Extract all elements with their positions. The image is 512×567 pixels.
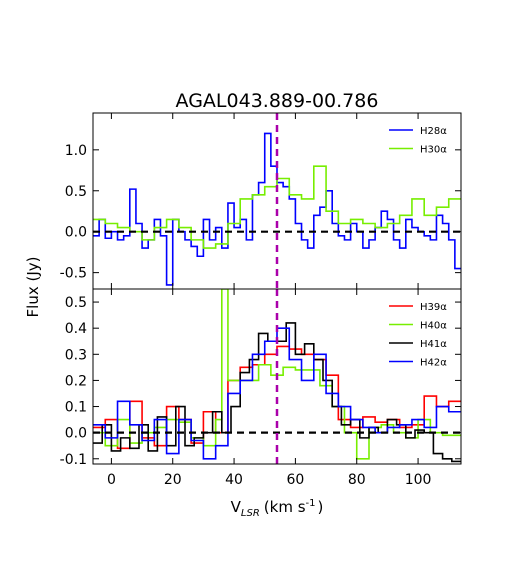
chart-title: AGAL043.889-00.786	[176, 90, 379, 112]
y-tick-label: 0.3	[65, 347, 87, 363]
y-tick-label: -0.5	[60, 266, 87, 282]
x-tick-label: 40	[225, 472, 243, 488]
x-tick-label: 80	[348, 472, 366, 488]
legend-entry: H28α	[420, 126, 447, 137]
legend-entry: H30α	[420, 145, 447, 156]
y-tick-label: 0.2	[65, 373, 87, 389]
series-group	[93, 289, 461, 463]
y-tick-label: 0.5	[65, 295, 87, 311]
y-tick-label: 0.1	[65, 400, 87, 416]
x-label-v: V	[231, 498, 242, 516]
y-tick-label: 0.5	[65, 184, 87, 200]
y-axis-label: Flux (Jy)	[24, 257, 42, 318]
x-axis-label: VLSR (km s-1)	[231, 498, 324, 519]
y-tick-label: 1.0	[65, 143, 87, 159]
x-label-superscript: -1	[306, 498, 316, 509]
x-label-close: )	[318, 498, 324, 516]
legend-entry: H42α	[420, 358, 447, 369]
y-tick-label: -0.1	[60, 452, 87, 468]
series-line-h42	[93, 327, 461, 460]
plot-frame	[92, 288, 462, 465]
series-line-h30	[93, 165, 461, 249]
legend-entry: H40α	[420, 321, 447, 332]
x-label-subscript: LSR	[241, 508, 260, 519]
x-tick-label: 60	[286, 472, 304, 488]
legend-entry: H41α	[420, 339, 447, 350]
x-tick-label: 20	[164, 472, 182, 488]
legend-entry: H39α	[420, 302, 447, 313]
bottom-panel: -0.1 0.0 0.1 0.2 0.3 0.4 0.5 0 20 40 60 80 100 H39α H4…	[60, 288, 462, 488]
legend: H28α H30α	[389, 126, 447, 156]
y-tick-label: 0.0	[65, 225, 87, 241]
x-label-unit: (km s	[264, 498, 306, 516]
y-tick-label: 0.0	[65, 426, 87, 442]
y-tick-label: 0.4	[65, 321, 87, 337]
x-tick-label: 100	[405, 472, 432, 488]
legend: H39α H40α H41α H42α	[389, 302, 447, 369]
x-tick-label: 0	[107, 472, 116, 488]
top-panel: -0.5 0.0 0.5 1.0 H28α H30α	[60, 112, 462, 290]
